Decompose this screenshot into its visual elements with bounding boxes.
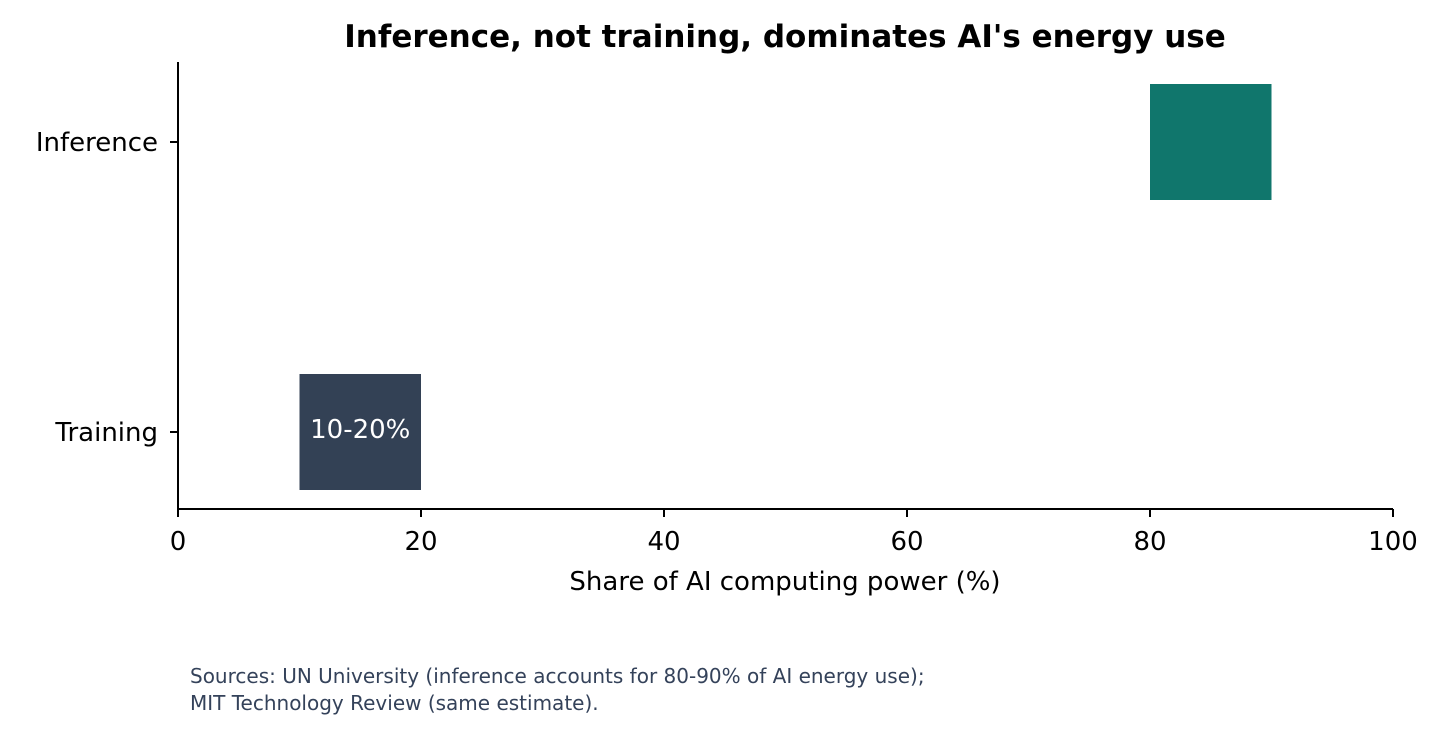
bars: 10-20% [299, 84, 1272, 490]
x-tick-label: 20 [404, 527, 437, 557]
bar-training [299, 374, 421, 490]
y-axis: Inference Training [36, 62, 179, 509]
x-tick-label: 0 [170, 527, 187, 557]
bar-label-training: 10-20% [310, 415, 410, 445]
x-tick-label: 80 [1133, 527, 1166, 557]
sources-line-1: Sources: UN University (inference accoun… [190, 664, 925, 688]
x-axis-label: Share of AI computing power (%) [569, 567, 1000, 597]
chart-title: Inference, not training, dominates AI's … [344, 19, 1226, 55]
x-tick-label: 100 [1368, 527, 1418, 557]
y-tick-label-training: Training [54, 418, 158, 448]
bar-inference [1150, 84, 1272, 200]
sources-line-2: MIT Technology Review (same estimate). [190, 691, 599, 715]
x-tick-label: 60 [890, 527, 923, 557]
sources-note: Sources: UN University (inference accoun… [190, 663, 925, 717]
x-axis: 0 20 40 60 80 100 [170, 508, 1418, 557]
y-tick-label-inference: Inference [36, 128, 158, 158]
x-tick-label: 40 [647, 527, 680, 557]
